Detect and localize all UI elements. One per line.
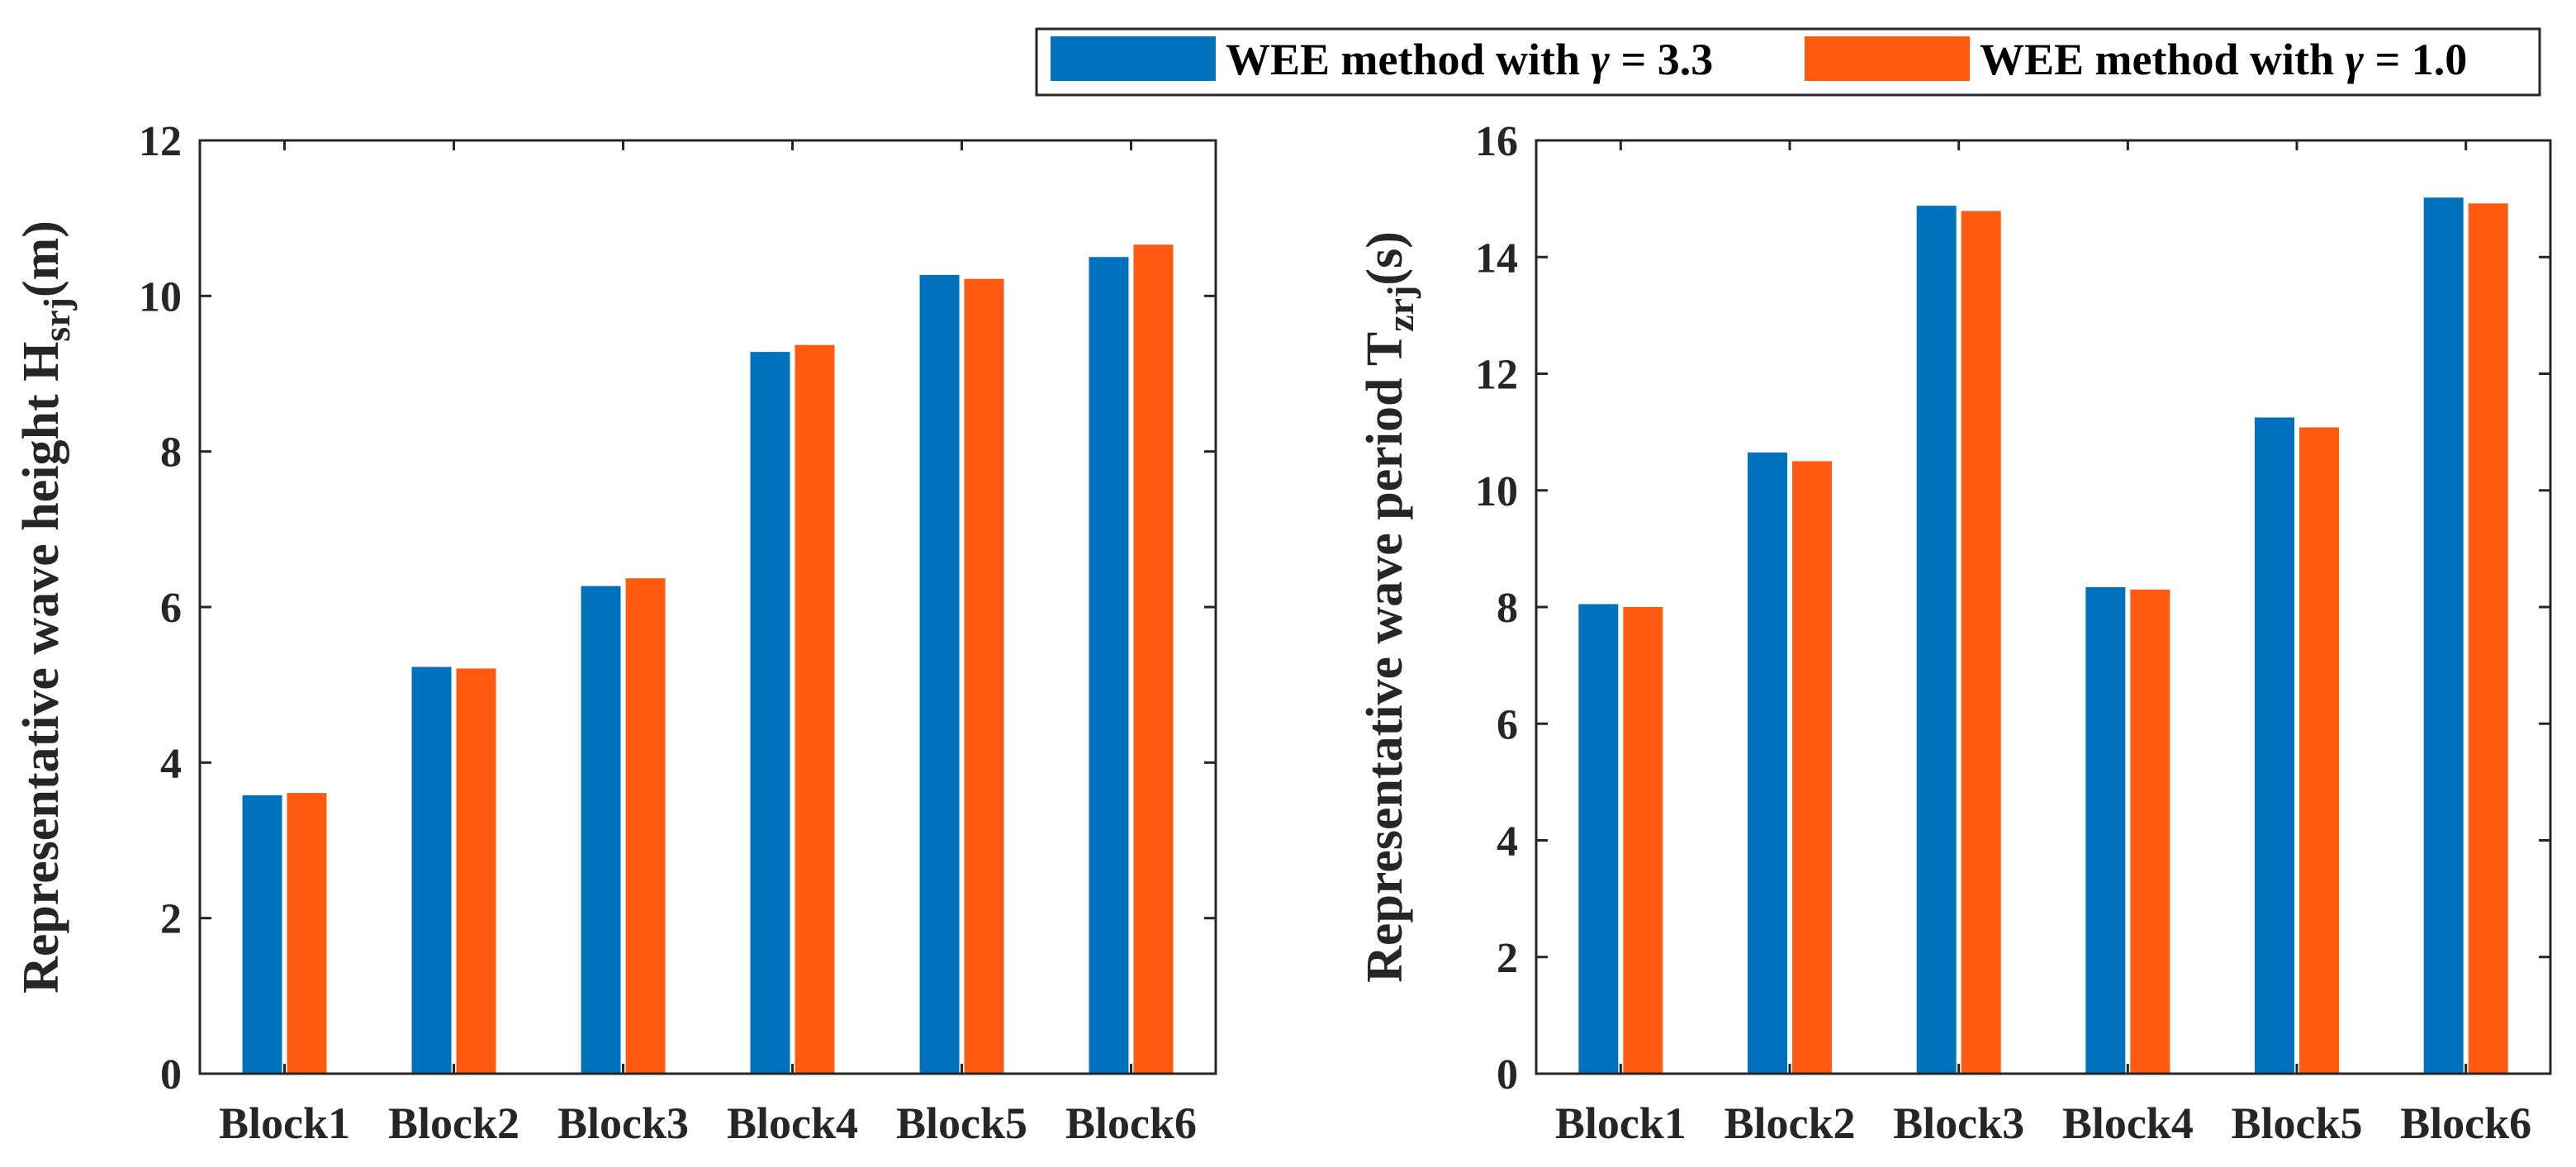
axes-frame-wave-period (1535, 139, 2552, 1075)
y-axis-label-wave-period: Representative wave period Tzrj(s) (1357, 231, 1421, 983)
legend-swatch-series-1 (1051, 36, 1216, 81)
bar-wave-period-block3-series-1 (1916, 206, 1957, 1074)
legend: WEE method with γ = 3.3 WEE method with … (1035, 27, 2541, 97)
bar-wave-height-block6-series-2 (1133, 244, 1174, 1074)
y-tick-label-wave-period-16: 16 (1475, 118, 1518, 165)
chart-wave-period: Block1 Block2 Block3 Block4 Block5 Block6 0 2 4 6… (1357, 118, 2552, 1148)
y-tick-label-wave-period-8: 8 (1497, 585, 1518, 632)
bar-wave-period-block3-series-2 (1961, 211, 2001, 1074)
chart-wave-height: Block1 Block2 Block3 Block4 Block5 Block6 0 2 4 6… (13, 118, 1217, 1148)
y-tick-label-wave-height-10: 10 (139, 273, 182, 320)
bars-wave-period (1578, 197, 2508, 1074)
y-tick-label-wave-height-6: 6 (160, 585, 182, 632)
x-tick-label-wave-period-block5: Block5 (2231, 1098, 2362, 1148)
ticks-wave-period: Block1 Block2 Block3 Block4 Block5 Block6 0 2 4 6… (1475, 118, 2550, 1148)
y-tick-label-wave-height-2: 2 (160, 896, 182, 943)
bar-wave-height-block2-series-2 (456, 668, 496, 1074)
y-tick-label-wave-period-4: 4 (1497, 818, 1518, 866)
bar-wave-height-block3-series-1 (581, 586, 621, 1074)
bar-wave-period-block2-series-2 (1792, 461, 1832, 1074)
x-tick-label-wave-height-block6: Block6 (1065, 1098, 1197, 1148)
bar-wave-period-block5-series-1 (2255, 417, 2294, 1074)
x-tick-label-wave-period-block2: Block2 (1724, 1098, 1855, 1148)
bar-wave-height-block2-series-1 (411, 667, 452, 1074)
x-tick-label-wave-height-block3: Block3 (557, 1098, 689, 1148)
legend-swatch-series-2 (1805, 36, 1970, 81)
x-tick-label-wave-height-block4: Block4 (727, 1098, 858, 1148)
y-tick-label-wave-period-14: 14 (1475, 235, 1518, 282)
x-tick-label-wave-period-block6: Block6 (2400, 1098, 2531, 1148)
ticks-wave-height: Block1 Block2 Block3 Block4 Block5 Block6 0 2 4 6… (139, 118, 1216, 1148)
legend-label-series-1: WEE method with γ = 3.3 (1226, 35, 1713, 84)
bar-wave-height-block6-series-1 (1089, 257, 1129, 1074)
bar-wave-period-block6-series-2 (2468, 203, 2508, 1074)
y-tick-label-wave-height-8: 8 (160, 429, 182, 477)
bar-wave-period-block4-series-2 (2130, 589, 2170, 1074)
bar-wave-height-block5-series-2 (964, 278, 1004, 1074)
bar-wave-height-block1-series-2 (287, 793, 327, 1074)
bars-wave-height (242, 244, 1174, 1074)
bar-wave-height-block3-series-2 (625, 578, 666, 1074)
x-tick-label-wave-height-block2: Block2 (388, 1098, 519, 1148)
bar-wave-height-block4-series-2 (795, 344, 835, 1074)
bar-wave-period-block6-series-1 (2423, 197, 2464, 1074)
y-tick-label-wave-period-10: 10 (1475, 468, 1518, 515)
bar-wave-height-block4-series-1 (750, 352, 790, 1074)
bar-wave-period-block4-series-1 (2085, 586, 2126, 1074)
x-tick-label-wave-period-block4: Block4 (2062, 1098, 2194, 1148)
x-tick-label-wave-period-block3: Block3 (1893, 1098, 2024, 1148)
bar-wave-period-block1-series-1 (1578, 604, 1619, 1074)
bar-wave-height-block5-series-1 (919, 274, 960, 1074)
y-tick-label-wave-height-0: 0 (160, 1051, 182, 1098)
x-tick-label-wave-height-block1: Block1 (219, 1098, 350, 1148)
bar-wave-period-block5-series-2 (2299, 427, 2339, 1074)
y-tick-label-wave-period-0: 0 (1497, 1051, 1518, 1098)
x-tick-label-wave-period-block1: Block1 (1555, 1098, 1686, 1148)
axes-frame-wave-height (198, 139, 1217, 1075)
y-tick-label-wave-height-4: 4 (160, 740, 182, 787)
bar-wave-period-block2-series-1 (1748, 452, 1787, 1074)
y-tick-label-wave-period-12: 12 (1475, 352, 1518, 399)
y-axis-label-wave-height: Representative wave height Hsrj(m) (13, 221, 78, 994)
y-tick-label-wave-period-6: 6 (1497, 701, 1518, 748)
x-tick-label-wave-height-block5: Block5 (896, 1098, 1027, 1148)
y-tick-label-wave-period-2: 2 (1497, 935, 1518, 982)
y-tick-label-wave-height-12: 12 (139, 118, 182, 165)
bar-wave-height-block1-series-1 (242, 795, 282, 1074)
legend-label-series-2: WEE method with γ = 1.0 (1980, 35, 2467, 84)
legend-box (1035, 27, 2541, 97)
bar-wave-period-block1-series-2 (1623, 607, 1663, 1074)
